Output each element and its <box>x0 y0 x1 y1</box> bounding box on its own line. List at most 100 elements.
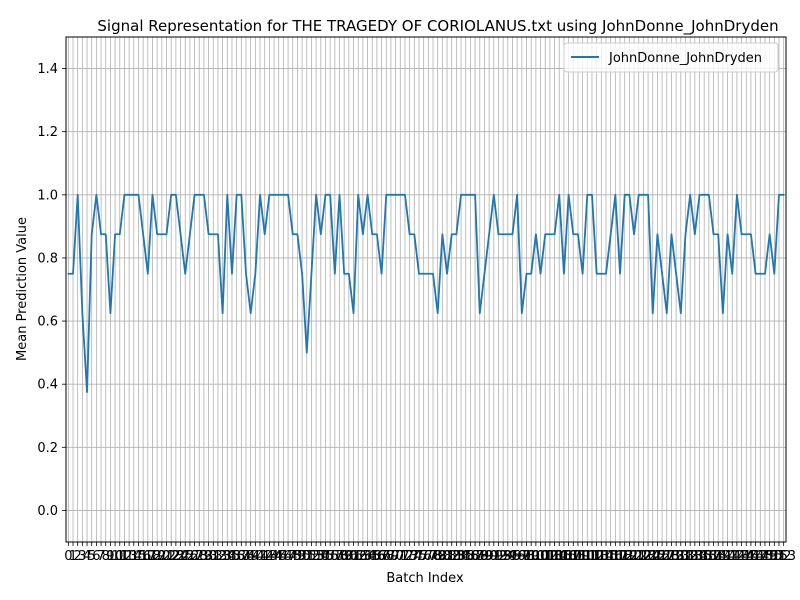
x-tick-label: 69 <box>383 549 400 564</box>
x-gridlines <box>67 37 785 542</box>
x-tick-label: 104 <box>542 549 567 564</box>
x-tick-label: 48 <box>284 549 301 564</box>
x-tick-label: 28 <box>191 549 208 564</box>
x-tick-label: 63 <box>355 549 372 564</box>
x-tick-label: 88 <box>471 549 488 564</box>
x-tick-label: 2 <box>74 549 82 564</box>
x-tick-label: 66 <box>369 549 386 564</box>
x-tick-label: 68 <box>378 549 395 564</box>
x-tick-label: 15 <box>130 549 147 564</box>
x-tick-label: 29 <box>196 549 213 564</box>
x-tick-label: 102 <box>533 549 558 564</box>
x-tick-label: 106 <box>552 549 577 564</box>
x-tick-label: 74 <box>406 549 423 564</box>
x-tick-label: 44 <box>266 549 283 564</box>
y-tick-label: 0.2 <box>37 441 58 456</box>
x-tick-label: 65 <box>364 549 381 564</box>
x-tick-label: 116 <box>598 549 623 564</box>
x-tick-label: 103 <box>537 549 562 564</box>
x-tick-label: 132 <box>673 549 698 564</box>
x-tick-label: 85 <box>457 549 474 564</box>
x-tick-label: 17 <box>140 549 157 564</box>
x-tick-label: 128 <box>654 549 679 564</box>
x-tick-label: 25 <box>177 549 194 564</box>
x-tick-label: 64 <box>359 549 376 564</box>
x-tick-label: 55 <box>317 549 334 564</box>
x-tick-label: 118 <box>608 549 633 564</box>
x-tick-label: 16 <box>135 549 152 564</box>
x-tick-label: 9 <box>106 549 114 564</box>
legend: JohnDonne_JohnDryden <box>563 42 779 73</box>
x-tick-label: 60 <box>341 549 358 564</box>
x-tick-label: 150 <box>757 549 782 564</box>
x-tick-label: 137 <box>696 549 721 564</box>
x-tick-label: 10 <box>107 549 124 564</box>
x-tick-label: 107 <box>556 549 581 564</box>
x-tick-label: 77 <box>420 549 437 564</box>
x-tick-label: 82 <box>443 549 460 564</box>
x-tick-label: 59 <box>336 549 353 564</box>
x-tick-label: 35 <box>224 549 241 564</box>
x-tick-label: 6 <box>92 549 100 564</box>
x-tick-label: 109 <box>566 549 591 564</box>
x-tick-label: 67 <box>373 549 390 564</box>
x-tick-label: 114 <box>589 549 614 564</box>
chart-title: Signal Representation for THE TRAGEDY OF… <box>97 17 778 36</box>
x-tick-label: 84 <box>453 549 470 564</box>
x-tick-label: 117 <box>603 549 628 564</box>
x-tick-label: 45 <box>270 549 287 564</box>
x-tick-label: 33 <box>214 549 231 564</box>
plot-frame <box>65 36 787 543</box>
x-tick-label: 145 <box>734 549 759 564</box>
x-tick-label: 19 <box>149 549 166 564</box>
y-tick-label: 1.2 <box>37 125 58 140</box>
y-tick-label: 1.0 <box>37 188 58 203</box>
x-tick-label: 70 <box>387 549 404 564</box>
x-tick-label: 4 <box>83 549 91 564</box>
x-tick-label: 99 <box>523 549 540 564</box>
x-tick-label: 50 <box>294 549 311 564</box>
x-tick-label: 14 <box>126 549 143 564</box>
x-tick-label: 0 <box>64 549 72 564</box>
x-tick-label: 11 <box>111 549 128 564</box>
x-tick-label: 113 <box>584 549 609 564</box>
x-tick-label: 124 <box>636 549 661 564</box>
x-tick-label: 112 <box>580 549 605 564</box>
x-tick-label: 13 <box>121 549 138 564</box>
x-tick-label: 126 <box>645 549 670 564</box>
x-tick-label: 75 <box>411 549 428 564</box>
x-tick-label: 56 <box>322 549 339 564</box>
x-tick-label: 135 <box>687 549 712 564</box>
x-tick-label: 36 <box>228 549 245 564</box>
x-tick-label: 86 <box>462 549 479 564</box>
x-tick-label: 7 <box>97 549 105 564</box>
series-line <box>67 193 785 393</box>
x-tick-label: 136 <box>692 549 717 564</box>
x-tick-label: 47 <box>280 549 297 564</box>
x-tick-label: 58 <box>331 549 348 564</box>
x-tick-label: 115 <box>594 549 619 564</box>
x-tick-label: 73 <box>401 549 418 564</box>
x-tick-label: 53 <box>308 549 325 564</box>
x-tick-label: 151 <box>762 549 787 564</box>
x-tick-label: 133 <box>678 549 703 564</box>
x-tick-label: 54 <box>313 549 330 564</box>
x-tick-label: 140 <box>710 549 735 564</box>
x-tick-label: 110 <box>570 549 595 564</box>
y-tick-label: 0.0 <box>37 504 58 519</box>
x-tick-label: 143 <box>724 549 749 564</box>
x-tick-label: 40 <box>247 549 264 564</box>
x-tick-label: 42 <box>256 549 273 564</box>
x-tick-label: 142 <box>720 549 745 564</box>
legend-box <box>563 42 779 73</box>
x-tick-label: 83 <box>448 549 465 564</box>
x-tick-label: 125 <box>640 549 665 564</box>
x-tick-label: 130 <box>664 549 689 564</box>
x-tick-label: 96 <box>509 549 526 564</box>
y-tick-label: 0.4 <box>37 378 58 393</box>
y-axis-label: Mean Prediction Value <box>15 217 30 361</box>
x-tick-label: 46 <box>275 549 292 564</box>
y-tick-label: 0.8 <box>37 251 58 266</box>
x-tick-label: 27 <box>186 549 203 564</box>
x-tick-label: 131 <box>668 549 693 564</box>
